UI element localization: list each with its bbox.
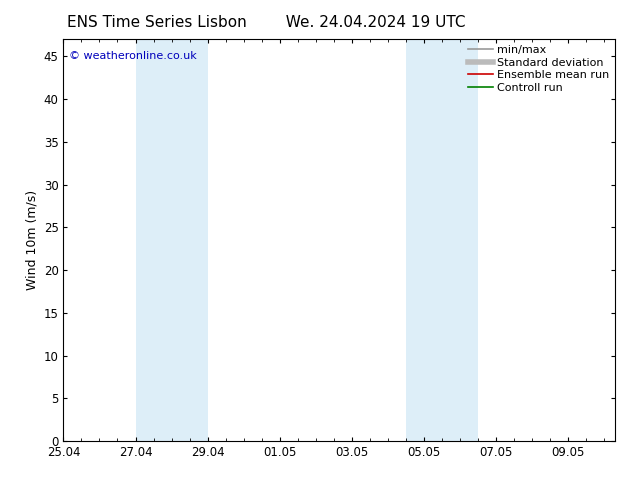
Text: ENS Time Series Lisbon        We. 24.04.2024 19 UTC: ENS Time Series Lisbon We. 24.04.2024 19… bbox=[67, 15, 465, 30]
Y-axis label: Wind 10m (m/s): Wind 10m (m/s) bbox=[25, 190, 38, 290]
Bar bbox=[136, 39, 207, 441]
Legend: min/max, Standard deviation, Ensemble mean run, Controll run: min/max, Standard deviation, Ensemble me… bbox=[466, 43, 612, 96]
Bar bbox=[406, 39, 478, 441]
Text: © weatheronline.co.uk: © weatheronline.co.uk bbox=[69, 51, 197, 61]
